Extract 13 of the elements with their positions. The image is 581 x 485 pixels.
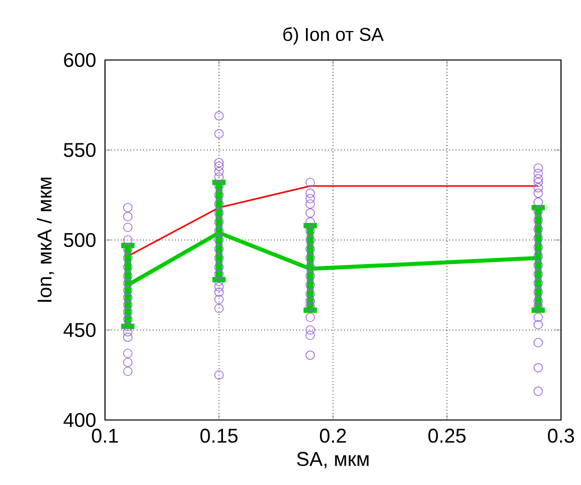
x-tick-label: 0.2 — [320, 428, 346, 443]
y-tick-label: 400 — [64, 412, 96, 428]
x-tick-label: 0.15 — [200, 428, 238, 443]
y-tick-label: 450 — [64, 322, 96, 338]
chart-title: б) Ion от SA — [283, 27, 384, 45]
x-tick-label: 0.25 — [428, 428, 466, 443]
y-tick-label: 550 — [64, 142, 96, 158]
x-tick-label: 0.1 — [92, 428, 118, 443]
y-axis-title: Ion, мкА / мкм — [36, 178, 54, 302]
x-axis-title: SA, мкм — [297, 452, 369, 468]
y-tick-label: 500 — [64, 232, 96, 248]
y-tick-label: 600 — [64, 52, 96, 68]
x-tick-label: 0.3 — [548, 428, 574, 443]
